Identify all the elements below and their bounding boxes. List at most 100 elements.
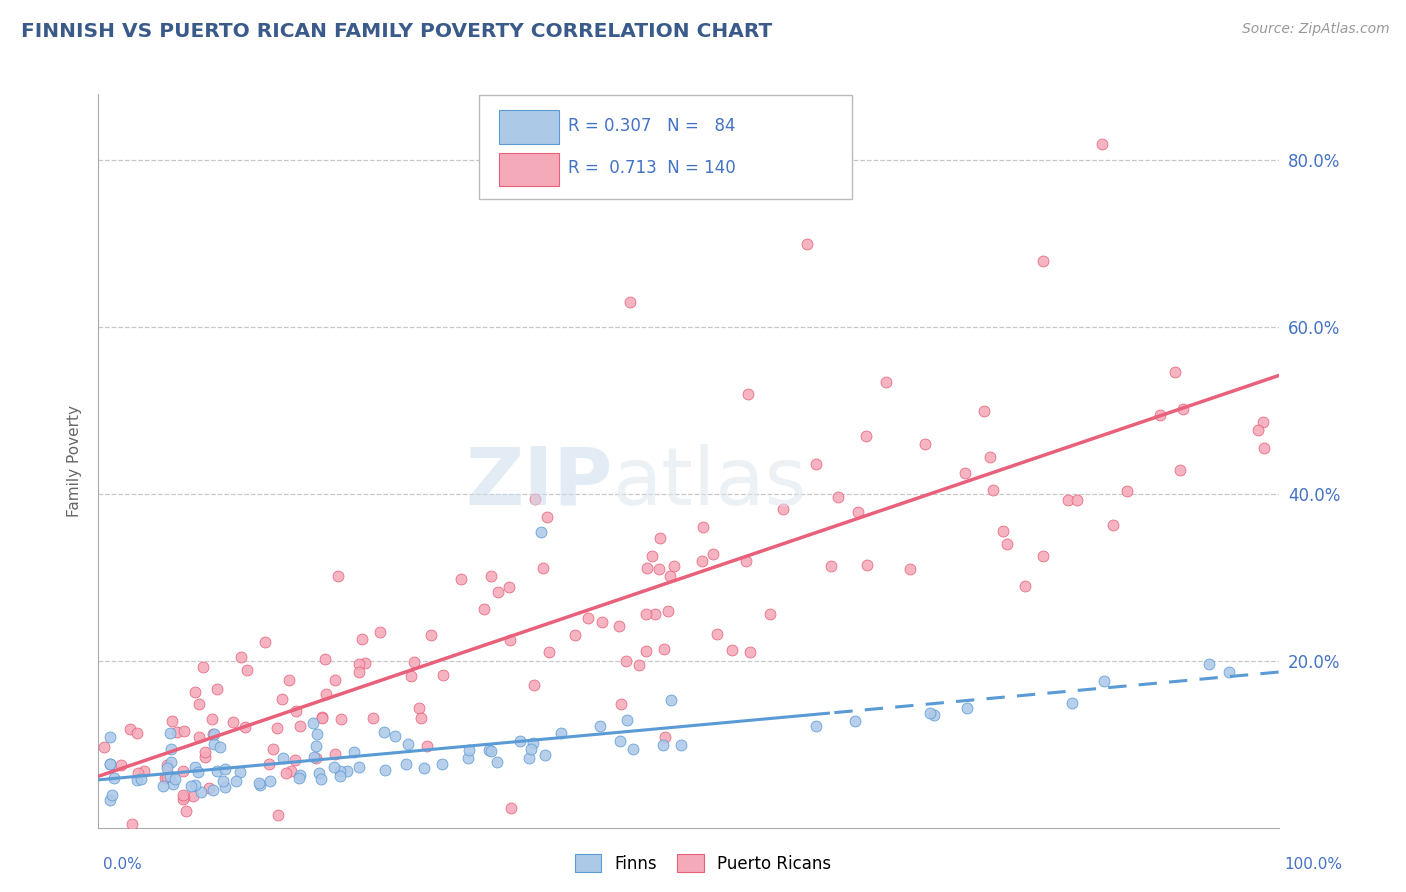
Point [654,731,676,745]
Point [302,749,325,764]
Point [361,711,384,725]
Point [855,428,877,442]
Point [323,673,346,688]
Point [236,663,259,677]
Point [159,755,181,769]
Point [536,509,558,524]
Point [457,751,479,765]
Point [329,764,352,778]
Point [472,602,495,616]
Point [419,628,441,642]
Point [202,738,225,752]
Point [1198,657,1220,672]
Point [634,607,657,621]
Point [692,520,714,534]
Point [550,726,572,740]
Point [349,665,371,680]
Point [350,632,373,646]
Point [101,788,124,802]
Point [395,756,418,771]
Point [120,722,142,736]
Point [411,711,433,725]
Point [1102,518,1125,533]
Point [609,734,631,748]
Point [214,780,236,794]
Point [163,772,186,786]
Point [103,772,125,786]
Point [499,632,522,647]
Point [650,532,672,546]
Point [614,654,637,668]
Point [284,704,307,718]
Point [430,757,453,772]
Point [979,450,1001,464]
Point [690,553,713,567]
Point [211,774,233,789]
Point [187,764,209,779]
Point [194,745,217,759]
Point [661,693,683,707]
Point [610,698,633,712]
Point [93,739,115,754]
Point [262,742,284,756]
Point [1032,253,1054,268]
Point [589,719,612,733]
Point [1253,442,1275,456]
Point [270,692,292,706]
Point [669,738,692,752]
Point [844,714,866,728]
Point [205,764,228,778]
Point [898,561,921,575]
Point [607,619,630,633]
Point [522,736,544,750]
Point [1251,415,1274,429]
Point [856,558,879,573]
Point [953,467,976,481]
Point [875,375,897,389]
Text: ZIP: ZIP [465,443,612,522]
Point [156,770,179,784]
Point [533,748,555,763]
Point [478,743,501,757]
Point [591,615,613,630]
Point [973,403,995,417]
Point [1247,423,1270,437]
Text: R = 0.307   N =   84: R = 0.307 N = 84 [568,117,735,135]
Point [194,750,217,764]
Point [523,678,546,692]
Point [152,779,174,793]
Point [184,685,207,699]
Point [1116,483,1139,498]
Point [373,725,395,739]
Point [846,505,869,519]
Text: R =  0.713  N = 140: R = 0.713 N = 140 [568,159,737,177]
Point [804,457,827,471]
Point [228,764,250,779]
Legend: Finns, Puerto Ricans: Finns, Puerto Ricans [568,847,838,880]
Point [479,569,502,583]
Point [616,713,638,727]
Point [98,793,121,807]
Point [214,763,236,777]
Point [201,727,224,741]
Point [127,773,149,788]
Point [519,742,541,756]
Y-axis label: Family Poverty: Family Poverty [67,405,83,516]
Point [259,757,281,772]
Point [758,607,780,621]
Point [457,742,479,756]
Point [531,561,554,575]
Point [155,757,177,772]
Point [231,650,253,665]
Point [450,572,472,586]
Point [662,559,685,574]
Point [634,644,657,658]
Point [1032,549,1054,563]
Point [266,721,288,735]
Point [735,554,758,568]
Point [173,790,195,805]
Point [134,764,156,778]
Point [702,547,724,561]
Point [329,769,352,783]
Point [207,681,229,696]
